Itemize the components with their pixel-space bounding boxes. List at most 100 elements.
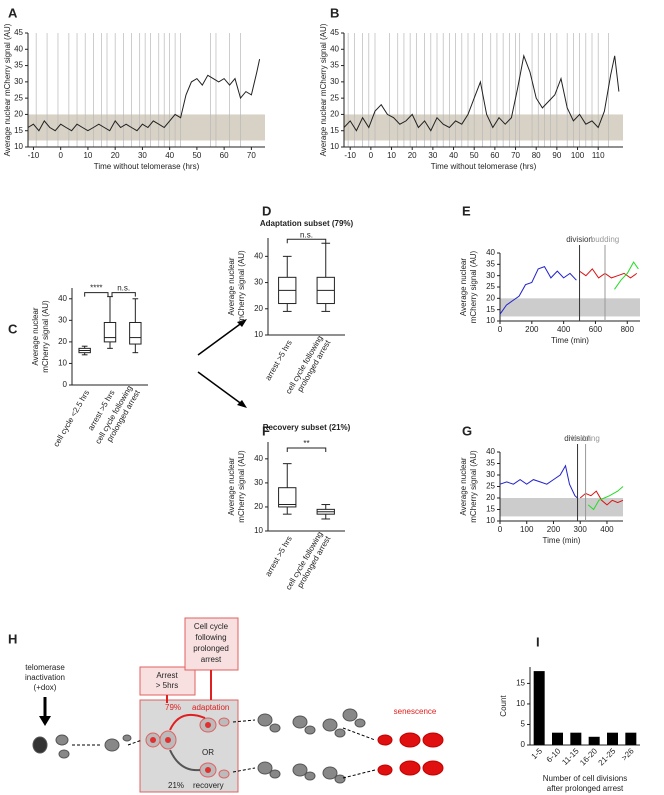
arrow (232, 719, 256, 723)
bar (588, 736, 600, 745)
label: 79% (165, 703, 181, 712)
y-axis-label: Average nuclear (227, 457, 236, 515)
y-tick-label: 10 (254, 526, 263, 535)
y-tick-label: 10 (486, 516, 495, 525)
x-tick-label: arrest >5 hrs (263, 535, 293, 579)
line-series (579, 490, 624, 506)
y-tick-label: 20 (486, 493, 495, 502)
label: following (195, 633, 226, 642)
arrow (232, 767, 256, 773)
y-tick-label: 10 (14, 142, 23, 151)
x-tick-label: 10 (387, 151, 396, 160)
label: senescence (394, 707, 437, 716)
cell (377, 764, 393, 776)
arrow (169, 749, 201, 772)
band (500, 298, 640, 317)
y-tick-label: 30 (58, 315, 67, 324)
y-tick-label: 25 (14, 93, 23, 102)
y-axis-label: Average nuclear mCherry signal (AU) (319, 23, 328, 156)
y-tick-label: 40 (254, 454, 263, 463)
x-tick-label: 40 (165, 151, 174, 160)
panel-letter: H (8, 631, 17, 646)
y-tick-label: 10 (486, 316, 495, 325)
cell (269, 723, 281, 733)
y-tick-label: 10 (330, 142, 339, 151)
line-series (499, 464, 578, 499)
category-label: arrest >5 hrs (263, 339, 293, 383)
x-tick-label: -10 (28, 151, 40, 160)
x-tick-label: 60 (490, 151, 499, 160)
chart-title: Adaptation subset (79%) (260, 219, 354, 228)
y-tick-label: 30 (254, 278, 263, 287)
marker-label: division (566, 235, 593, 244)
x-tick-label: 80 (532, 151, 541, 160)
x-tick-label: 400 (557, 325, 571, 334)
y-tick-label: 40 (486, 447, 495, 456)
line-series (579, 268, 638, 279)
y-tick-label: 25 (486, 482, 495, 491)
y-axis-label: Count (499, 695, 508, 717)
y-tick-label: 35 (486, 459, 495, 468)
arrow (169, 714, 206, 731)
x-tick-label: 300 (574, 525, 588, 534)
x-tick-label: 40 (449, 151, 458, 160)
arrow (197, 371, 244, 406)
significance: **** (90, 284, 102, 293)
x-tick-label: 0 (498, 325, 503, 334)
y-tick-label: 0 (521, 740, 526, 749)
y-tick-label: 20 (14, 110, 23, 119)
cell (55, 734, 69, 746)
box (103, 321, 117, 343)
cell (399, 732, 421, 748)
x-tick-label: 200 (547, 525, 561, 534)
x-tick-label: 16-20 (578, 746, 599, 767)
y-tick-label: 30 (254, 478, 263, 487)
x-tick-label: 100 (520, 525, 534, 534)
y-tick-label: 15 (516, 679, 525, 688)
significance: n.s. (300, 230, 313, 239)
y-tick-label: 10 (516, 699, 525, 708)
line-series (343, 53, 620, 132)
panel-letter: C (8, 321, 18, 336)
arrow-head (237, 319, 247, 327)
y-tick-label: 35 (330, 61, 339, 70)
y-tick-label: 10 (58, 359, 67, 368)
cell (269, 769, 281, 779)
y-axis-label: Average nuclear mCherry signal (AU) (3, 23, 12, 156)
y-tick-label: 15 (14, 126, 23, 135)
y-tick-label: 40 (254, 251, 263, 260)
y-tick-label: 45 (14, 28, 23, 37)
cell (334, 728, 346, 738)
bracket (111, 292, 136, 297)
x-tick-label: 11-15 (560, 746, 581, 767)
y-tick-label: 35 (14, 61, 23, 70)
x-tick-label: -10 (344, 151, 356, 160)
x-tick-label: 0 (498, 525, 503, 534)
cell (218, 717, 230, 727)
x-axis-label: Number of cell divisions (543, 774, 627, 783)
x-tick-label: 400 (600, 525, 614, 534)
nucleus (205, 722, 211, 728)
cell (322, 766, 338, 780)
label: prolonged (193, 644, 229, 653)
y-tick-label: 15 (330, 126, 339, 135)
nucleus (150, 737, 156, 743)
bracket (286, 447, 327, 452)
cell (58, 749, 70, 759)
x-tick-label: 30 (428, 151, 437, 160)
label: telomerase (25, 663, 65, 672)
y-axis-label: Average nuclear (31, 307, 40, 365)
y-axis-label: Average nuclear (459, 258, 468, 316)
cell (322, 718, 338, 732)
y-axis-label: Average nuclear (227, 257, 236, 315)
bar (533, 671, 545, 745)
line-series (614, 261, 639, 290)
cell (377, 734, 393, 746)
label: recovery (193, 781, 224, 790)
y-tick-label: 20 (254, 502, 263, 511)
cell (334, 774, 346, 784)
y-tick-label: 20 (486, 293, 495, 302)
x-tick-label: 110 (592, 151, 605, 160)
chart-title: Recovery subset (21%) (263, 423, 351, 432)
